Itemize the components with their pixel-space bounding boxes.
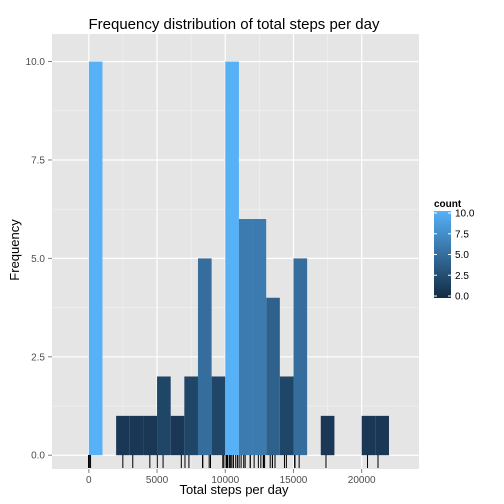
histogram-bar: [238, 219, 253, 456]
histogram-bar: [279, 376, 294, 456]
histogram-bar: [143, 415, 158, 456]
legend-break-label: 0.0: [455, 292, 469, 303]
histogram-bar: [88, 61, 103, 456]
histogram-bar: [170, 415, 185, 456]
rug-marks: [88, 455, 379, 468]
y-tick-label: 10.0: [26, 57, 46, 68]
histogram-bar: [129, 415, 144, 456]
histogram-bar: [375, 415, 389, 456]
legend-break-label: 5.0: [455, 250, 469, 261]
histogram-bar: [184, 376, 198, 456]
histogram-bar: [266, 297, 280, 456]
histogram-bar: [116, 415, 130, 456]
x-tick-label: 15000: [280, 475, 308, 486]
x-axis-title: Total steps per day: [179, 482, 289, 497]
y-tick-label: 2.5: [31, 352, 45, 363]
legend-break-label: 7.5: [455, 229, 469, 240]
legend-title: count: [434, 199, 462, 210]
histogram-bar: [211, 376, 226, 456]
x-axis-ticks: 0 5000 10000 15000 20000: [86, 469, 376, 486]
legend-break-label: 2.5: [455, 271, 469, 282]
x-tick-label: 10000: [211, 475, 239, 486]
y-axis-title: Frequency: [7, 219, 22, 281]
legend-colorbar: [434, 211, 451, 298]
y-tick-label: 5.0: [31, 254, 45, 265]
histogram-bar: [293, 258, 308, 456]
x-tick-label: 20000: [348, 475, 376, 486]
histogram-bar: [225, 61, 239, 456]
x-tick-label: 5000: [146, 475, 169, 486]
histogram-bars: [88, 61, 389, 456]
y-tick-label: 7.5: [31, 155, 45, 166]
histogram-bar: [361, 415, 376, 456]
histogram-bar: [252, 219, 267, 456]
y-tick-label: 0.0: [31, 451, 45, 462]
legend-break-label: 10.0: [455, 209, 475, 220]
color-legend: count 0.0 2.5 5.0 7.5 10.0: [434, 199, 475, 303]
x-tick-label: 0: [86, 475, 92, 486]
y-axis-ticks: 0.0 2.5 5.0 7.5 10.0: [26, 57, 52, 462]
legend-breaks: 0.0 2.5 5.0 7.5 10.0: [434, 209, 475, 303]
histogram-bar: [197, 258, 212, 456]
histogram-bar: [320, 415, 335, 456]
histogram-bar: [157, 376, 171, 456]
chart-title: Frequency distribution of total steps pe…: [89, 16, 380, 33]
